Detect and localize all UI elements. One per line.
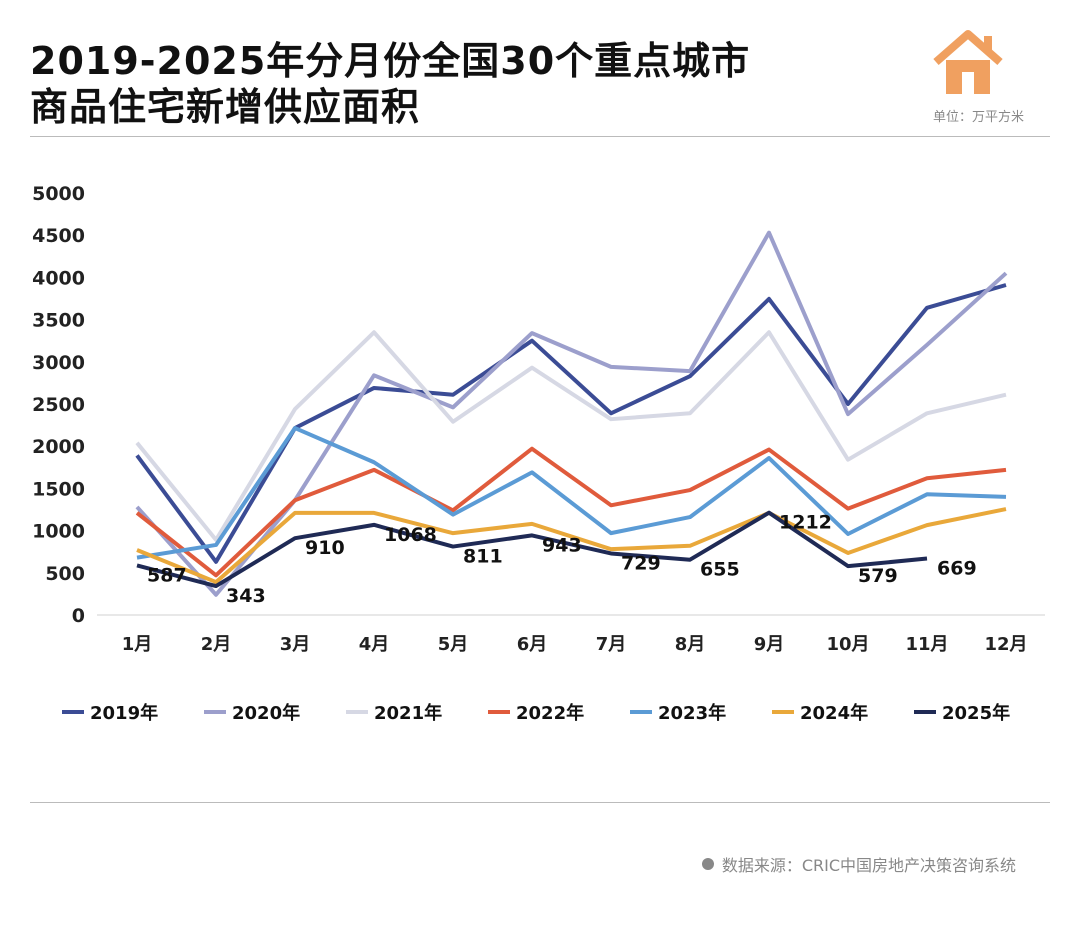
y-tick-label: 4500 [32,225,85,247]
y-tick-label: 1500 [32,478,85,500]
source-text: 数据来源：CRIC中国房地产决策咨询系统 [721,856,1016,875]
x-tick-label: 6月 [517,634,548,655]
data-label: 1212 [779,512,832,534]
legend-label: 2019年 [90,702,158,724]
x-tick-label: 1月 [122,634,153,655]
data-label: 343 [226,585,266,607]
data-label: 1068 [384,524,437,546]
y-tick-label: 4000 [32,267,85,289]
series-line-2023年 [136,426,1007,560]
data-label: 669 [937,558,977,580]
footer-divider [30,802,1050,803]
x-tick-label: 11月 [905,634,948,655]
legend-label: 2021年 [374,702,442,724]
y-tick-label: 1000 [32,521,85,543]
y-tick-label: 0 [72,605,85,627]
x-tick-label: 12月 [984,634,1027,655]
data-label: 943 [542,534,582,556]
x-tick-label: 5月 [438,634,469,655]
y-tick-label: 2000 [32,436,85,458]
series-line-2022年 [135,446,1007,578]
y-tick-label: 5000 [32,183,85,205]
header-divider [30,136,1050,137]
chart-title: 2019-2025年分月份全国30个重点城市 商品住宅新增供应面积 [30,38,750,130]
data-label: 579 [858,565,898,587]
x-tick-label: 10月 [826,634,869,655]
series-line-2021年 [135,330,1007,542]
data-label: 587 [147,564,187,586]
y-tick-label: 2500 [32,394,85,416]
y-tick-label: 500 [45,563,85,585]
x-tick-label: 7月 [596,634,627,655]
legend-label: 2025年 [942,702,1010,724]
legend-label: 2020年 [232,702,300,724]
series-line-2020年 [135,230,1008,597]
unit-label: 单位：万平方米 [932,110,1024,125]
line-chart: 0 500 1000 1500 2000 2500 3000 3500 4000 4500 5000… [32,183,1045,724]
y-tick-label: 3500 [32,310,85,332]
x-tick-label: 2月 [201,634,232,655]
legend-label: 2024年 [800,702,868,724]
bullet-dot-icon [701,858,714,870]
x-tick-label: 8月 [675,634,706,655]
house-icon [933,30,1003,94]
legend-label: 2023年 [658,702,726,724]
data-label: 655 [700,559,740,581]
x-tick-label: 4月 [359,634,390,655]
y-tick-label: 3000 [32,352,85,374]
data-label: 910 [305,537,345,559]
x-tick-label: 9月 [754,634,785,655]
source-note: 数据来源：CRIC中国房地产决策咨询系统 [701,852,1016,876]
data-label: 729 [621,552,661,574]
x-tick-label: 3月 [280,634,311,655]
legend-label: 2022年 [516,702,584,724]
data-label: 811 [463,546,503,568]
title-line-1: 2019-2025年分月份全国30个重点城市 [30,39,751,83]
series-line-2024年 [136,507,1007,585]
title-line-2: 商品住宅新增供应面积 [30,85,421,129]
